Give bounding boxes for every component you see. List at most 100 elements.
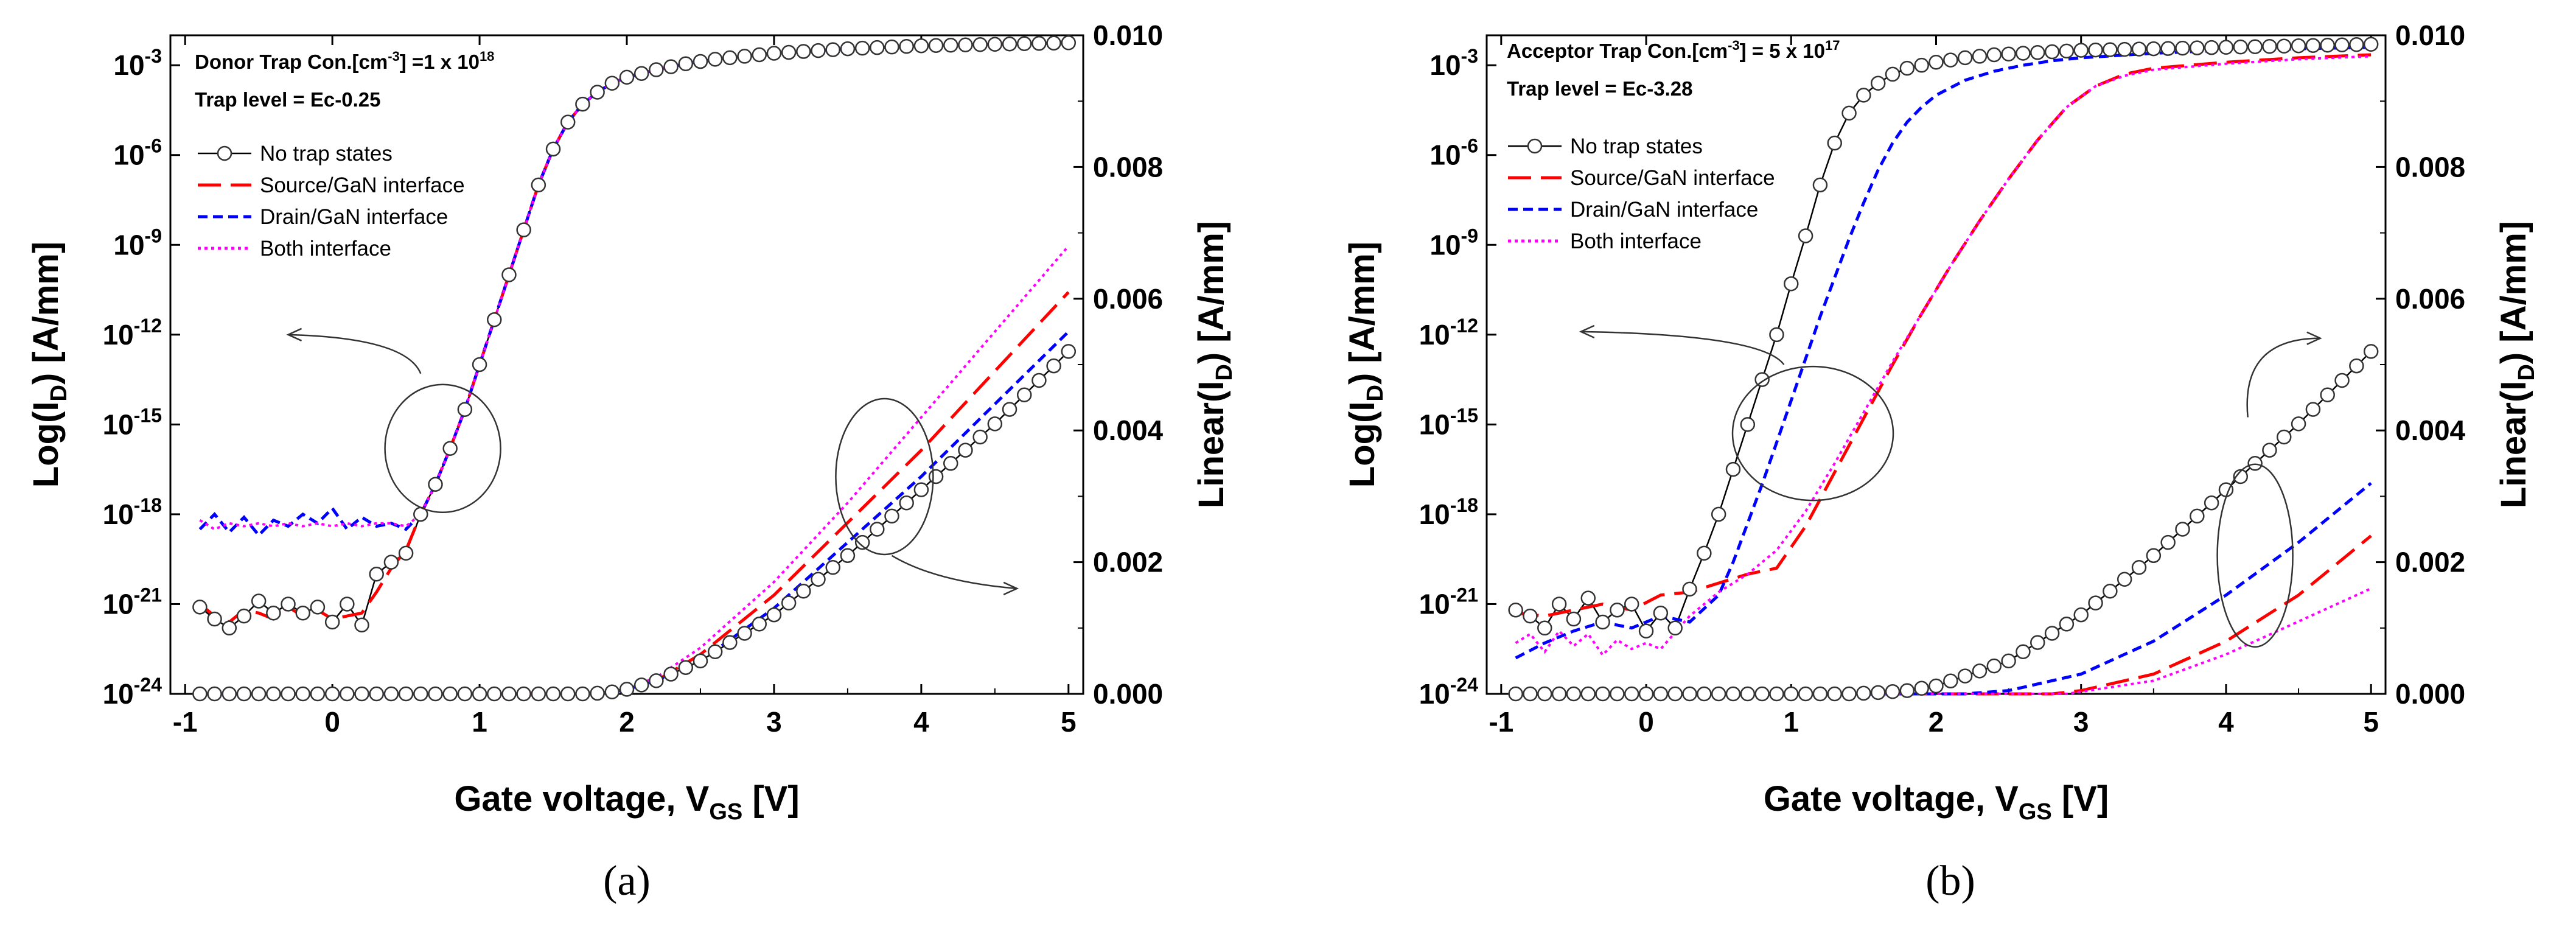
data-point-marker	[663, 59, 679, 74]
y-right-tick-label: 0.010	[2395, 19, 2465, 51]
data-point-marker	[310, 600, 326, 615]
y-right-title-unit: ) [A/mm]	[1192, 221, 1231, 364]
y-left-tick-base: 10	[1429, 139, 1461, 171]
data-point-marker	[2204, 495, 2219, 511]
data-point-marker	[501, 267, 517, 282]
data-point-marker	[870, 522, 885, 537]
data-point-marker	[1580, 590, 1596, 606]
y-left-tick-label: 10-12	[103, 315, 162, 351]
data-point-marker	[354, 686, 369, 702]
data-point-marker	[590, 85, 605, 100]
data-point-marker	[2073, 43, 2089, 58]
y-left-title-main: Log(I	[26, 401, 66, 488]
y-right-title-main: Linear(I	[2494, 381, 2533, 509]
data-point-marker	[840, 548, 856, 564]
x-axis-title: Gate voltage, VGS [V]	[454, 779, 799, 825]
data-point-marker	[354, 617, 369, 633]
data-point-marker	[1957, 668, 1973, 684]
data-point-marker	[398, 686, 414, 702]
series-group	[1508, 37, 2379, 702]
data-point-marker	[2131, 41, 2147, 57]
data-point-marker	[1002, 402, 1017, 417]
data-point-marker	[1986, 658, 2002, 674]
data-point-marker	[1002, 37, 1017, 52]
legend-label: Drain/GaN interface	[1570, 198, 1758, 222]
data-point-marker	[1725, 686, 1741, 702]
y-left-tick-exponent: -24	[1450, 674, 1478, 696]
x-tick-label: -1	[173, 706, 198, 738]
legend-label: Source/GaN interface	[1570, 166, 1775, 190]
x-axis-title-sub: GS	[709, 799, 742, 825]
y-left-tick-label: 10-9	[113, 225, 162, 261]
data-point-marker	[383, 686, 399, 702]
data-point-marker	[2247, 456, 2263, 471]
data-point-marker	[1899, 60, 1915, 76]
y-left-tick-label: 10-6	[113, 135, 162, 171]
log-axis-arrow	[1580, 331, 1785, 365]
y-right-tick-label: 0.004	[2395, 415, 2466, 446]
data-point-marker	[766, 607, 782, 623]
log-axis-arrowhead	[286, 327, 302, 341]
plot-frame	[169, 34, 1084, 695]
data-point-marker	[854, 40, 870, 56]
data-point-marker	[1031, 36, 1047, 51]
data-point-marker	[707, 52, 723, 67]
data-point-marker	[1638, 623, 1654, 638]
data-point-marker	[531, 686, 546, 702]
data-point-marker	[560, 686, 576, 702]
linear-axis-arrow	[891, 554, 1017, 590]
data-point-marker	[295, 686, 310, 702]
data-point-marker	[619, 682, 635, 697]
y-left-tick-exponent: -3	[145, 45, 162, 67]
y-left-tick-label: 10-3	[113, 45, 162, 81]
data-point-marker	[899, 495, 914, 511]
data-point-marker	[663, 666, 679, 682]
data-point-marker	[192, 600, 208, 615]
data-point-marker	[1523, 686, 1538, 702]
y-left-tick-label: 10-18	[1419, 494, 1478, 530]
data-point-marker	[1798, 686, 1813, 702]
data-point-marker	[825, 560, 840, 575]
data-point-marker	[1667, 620, 1683, 636]
data-point-marker	[678, 56, 694, 71]
data-point-marker	[1537, 620, 1552, 636]
data-point-marker	[1508, 603, 1523, 618]
data-point-marker	[1899, 683, 1915, 698]
log-series-line	[1515, 43, 2372, 632]
y-left-tick-label: 10-21	[103, 584, 162, 620]
data-point-marker	[369, 686, 384, 702]
data-point-marker	[899, 38, 914, 54]
data-point-marker	[1682, 686, 1697, 702]
y-right-tick-label: 0.006	[1093, 283, 1163, 315]
trap-label-mid: ] =1 x 10	[400, 51, 480, 73]
data-point-marker	[2175, 522, 2190, 537]
x-tick-label: 0	[324, 706, 340, 738]
data-point-marker	[2103, 42, 2118, 57]
data-point-marker	[2044, 626, 2060, 641]
linear-axis-ellipse	[835, 397, 934, 556]
data-point-marker	[1929, 55, 1944, 70]
data-point-marker	[1841, 686, 1857, 702]
data-point-marker	[1667, 686, 1683, 702]
data-point-marker	[2001, 46, 2016, 61]
data-point-marker	[854, 534, 870, 550]
data-point-marker	[1740, 686, 1756, 702]
y-left-tick-label: 10-9	[1429, 225, 1478, 261]
y-left-tick-base: 10	[113, 139, 144, 171]
data-point-marker	[2030, 635, 2045, 650]
y-left-tick-base: 10	[1419, 588, 1450, 620]
y-left-tick-exponent: -12	[134, 315, 162, 337]
data-point-marker	[1769, 327, 1784, 343]
log-series-line	[199, 42, 1069, 629]
log-series-line	[199, 41, 1069, 531]
data-point-marker	[222, 686, 237, 702]
y-left-tick-base: 10	[1419, 678, 1450, 710]
y-left-tick-exponent: -9	[1461, 225, 1478, 247]
data-point-marker	[2218, 40, 2234, 55]
data-point-marker	[2044, 44, 2060, 60]
data-point-marker	[545, 141, 561, 157]
data-point-marker	[870, 40, 885, 55]
data-point-marker	[2175, 40, 2190, 56]
data-point-marker	[472, 357, 487, 373]
x-tick-label: 4	[913, 706, 929, 738]
